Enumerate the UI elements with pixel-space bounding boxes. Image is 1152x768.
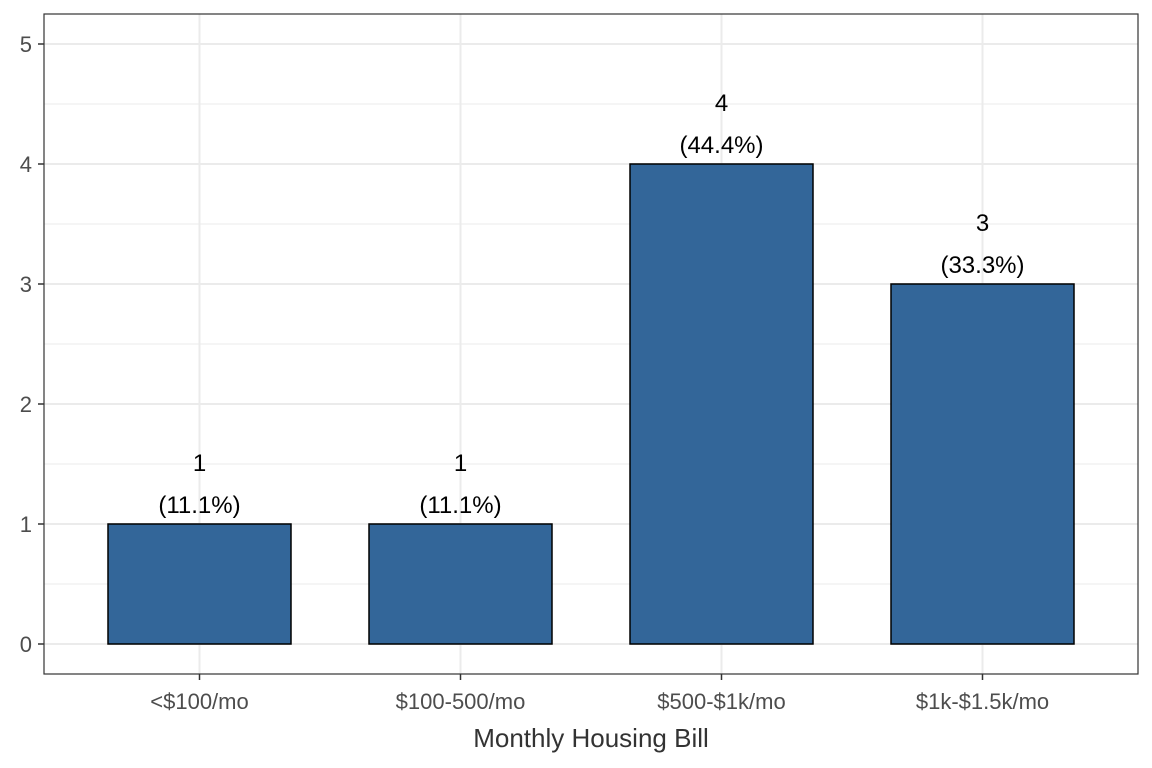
bar: [107, 523, 292, 645]
x-tick-label: $100-500/mo: [396, 689, 526, 714]
y-tick-label: 4: [20, 152, 32, 177]
x-tick-label: $500-$1k/mo: [657, 689, 785, 714]
bar-percent-label: (11.1%): [419, 492, 501, 519]
bar: [629, 163, 814, 645]
x-axis-title: Monthly Housing Bill: [473, 723, 709, 753]
y-axis: 0 1 2 3 4 5: [20, 32, 44, 657]
y-tick-label: 0: [20, 632, 32, 657]
bar-percent-label: (33.3%): [940, 252, 1024, 279]
y-tick-label: 3: [20, 272, 32, 297]
bar-value-label: 4: [715, 90, 728, 117]
bar-labels-layer: 1 (11.1%) 1 (11.1%) 4 (44.4%) 3 (33.3%): [158, 90, 1024, 519]
bar-value-label: 1: [454, 450, 467, 477]
bar: [368, 523, 553, 645]
y-tick-label: 2: [20, 392, 32, 417]
bar-percent-label: (11.1%): [158, 492, 240, 519]
bar-value-label: 3: [976, 210, 989, 237]
panel-border: [43, 13, 1139, 675]
bars-layer: [107, 163, 1075, 645]
x-tick-label: $1k-$1.5k/mo: [916, 689, 1049, 714]
bar-percent-label: (44.4%): [679, 132, 763, 159]
x-axis: <$100/mo $100-500/mo $500-$1k/mo $1k-$1.5k/…: [150, 674, 1049, 714]
y-tick-label: 5: [20, 32, 32, 57]
y-tick-label: 1: [20, 512, 32, 537]
bar: [890, 283, 1075, 645]
x-tick-label: <$100/mo: [150, 689, 248, 714]
bar-value-label: 1: [193, 450, 206, 477]
